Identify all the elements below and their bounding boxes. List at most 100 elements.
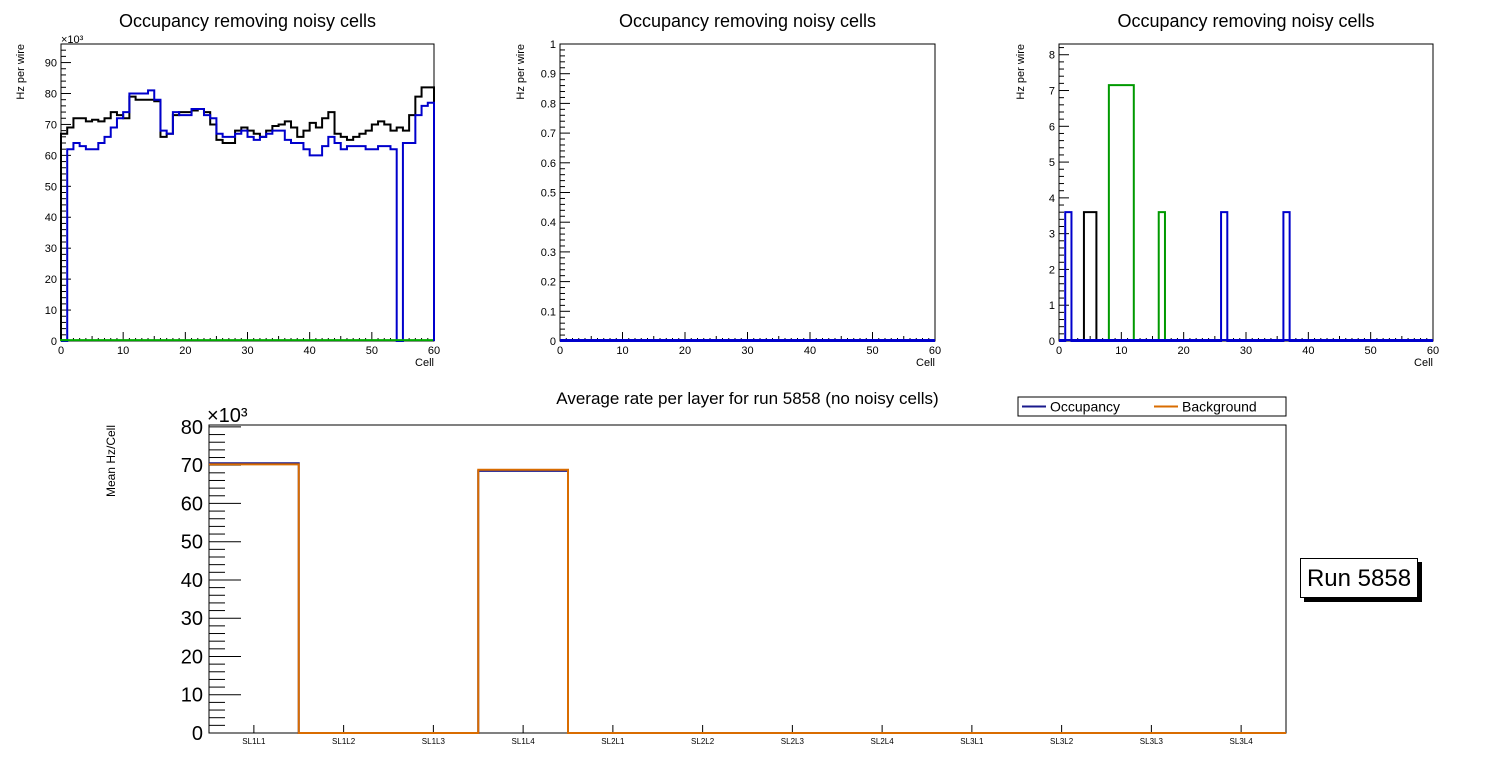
y-tick-label: 5 — [1049, 157, 1055, 169]
x-tick-label: SL3L1 — [960, 737, 984, 746]
x-tick-label: 0 — [557, 345, 563, 357]
y-tick-label: 0.1 — [541, 306, 556, 318]
series-green-line — [1107, 84, 1166, 342]
x-tick-label: 50 — [366, 345, 378, 357]
y-tick-label: 30 — [45, 243, 57, 255]
y-tick-label: 80 — [45, 88, 57, 100]
panel-4: Average rate per layer for run 5858 (no … — [104, 389, 1287, 746]
x-axis-label: Cell — [916, 357, 935, 369]
y-tick-label: 1 — [550, 39, 556, 51]
y-tick-label: 0.5 — [541, 187, 556, 199]
y-axis-label: Hz per wire — [1015, 44, 1027, 100]
plot-frame — [559, 43, 936, 342]
x-tick-label: SL1L2 — [332, 737, 356, 746]
y-tick-label: 10 — [45, 305, 57, 317]
y-tick-label: 1 — [1049, 300, 1055, 312]
y-tick-label: 80 — [181, 417, 203, 439]
panel-3: Occupancy removing noisy cells Hz per wir… — [1015, 11, 1439, 369]
y-tick-label: 3 — [1049, 229, 1055, 241]
y-tick-label: 0.8 — [541, 98, 556, 110]
x-tick-label: 30 — [1240, 345, 1252, 357]
y-tick-label: 50 — [45, 181, 57, 193]
series-blue-line — [1059, 211, 1433, 342]
y-tick-label: 6 — [1049, 121, 1055, 133]
series-occupancy-line — [209, 462, 1286, 734]
x-tick-label: SL2L1 — [601, 737, 625, 746]
y-tick-label: 20 — [181, 646, 203, 668]
x-tick-label: SL1L4 — [512, 737, 536, 746]
x-axis-label: Cell — [415, 357, 434, 369]
y-tick-label: 60 — [181, 493, 203, 515]
x-tick-label: SL2L3 — [781, 737, 805, 746]
series-background-line — [209, 463, 1286, 734]
x-tick-label: 40 — [804, 345, 816, 357]
y-tick-label: 0.6 — [541, 158, 556, 170]
panel-1: Occupancy removing noisy cells Hz per wir… — [15, 11, 440, 369]
x-tick-label: SL3L4 — [1230, 737, 1254, 746]
chart-title: Occupancy removing noisy cells — [1117, 11, 1374, 31]
y-axis-multiplier: ×10³ — [207, 405, 248, 427]
y-axis-label: Mean Hz/Cell — [104, 425, 118, 497]
x-tick-label: 30 — [741, 345, 753, 357]
y-tick-label: 70 — [45, 119, 57, 131]
x-tick-label: 60 — [428, 345, 440, 357]
y-tick-label: 40 — [45, 212, 57, 224]
x-tick-label: 50 — [866, 345, 878, 357]
x-tick-label: 10 — [117, 345, 129, 357]
y-axis-label: Hz per wire — [15, 44, 27, 100]
y-tick-label: 0.4 — [541, 217, 556, 229]
x-tick-label: 50 — [1365, 345, 1377, 357]
run-label-box: Run 5858 — [1300, 558, 1418, 598]
x-axis-label: Cell — [1414, 357, 1433, 369]
x-tick-label: SL2L4 — [871, 737, 895, 746]
x-tick-label: 40 — [1302, 345, 1314, 357]
x-tick-label: 60 — [1427, 345, 1439, 357]
plot-frame — [1058, 43, 1434, 342]
x-tick-label: SL1L3 — [422, 737, 446, 746]
y-tick-label: 50 — [181, 532, 203, 554]
y-tick-label: 0.3 — [541, 247, 556, 259]
y-tick-label: 2 — [1049, 264, 1055, 276]
y-tick-label: 40 — [181, 570, 203, 592]
x-tick-label: 20 — [1178, 345, 1190, 357]
x-tick-label: 10 — [1115, 345, 1127, 357]
x-tick-label: SL3L2 — [1050, 737, 1074, 746]
x-tick-label: 60 — [929, 345, 941, 357]
y-tick-label: 30 — [181, 608, 203, 630]
y-tick-label: 0.2 — [541, 277, 556, 289]
y-tick-label: 0 — [192, 723, 203, 745]
y-tick-label: 60 — [45, 150, 57, 162]
plot-frame — [60, 43, 435, 342]
y-tick-label: 90 — [45, 58, 57, 70]
y-tick-label: 0.7 — [541, 128, 556, 140]
x-tick-label: 0 — [58, 345, 64, 357]
chart-title: Occupancy removing noisy cells — [619, 11, 876, 31]
x-tick-label: SL2L2 — [691, 737, 715, 746]
x-tick-label: 30 — [241, 345, 253, 357]
y-tick-label: 0 — [51, 336, 57, 348]
chart-title: Occupancy removing noisy cells — [119, 11, 376, 31]
x-tick-label: 20 — [679, 345, 691, 357]
y-tick-label: 0 — [550, 336, 556, 348]
y-axis-label: Hz per wire — [515, 44, 527, 100]
legend-box — [1017, 396, 1287, 417]
y-tick-label: 10 — [181, 685, 203, 707]
series-blue-line — [61, 89, 435, 342]
y-tick-label: 0 — [1049, 336, 1055, 348]
x-tick-label: SL3L3 — [1140, 737, 1164, 746]
x-tick-label: 40 — [304, 345, 316, 357]
x-tick-label: 20 — [179, 345, 191, 357]
y-tick-label: 20 — [45, 274, 57, 286]
x-tick-label: 0 — [1056, 345, 1062, 357]
y-tick-label: 8 — [1049, 50, 1055, 62]
legend-label-occupancy: Occupancy — [1050, 399, 1120, 415]
panel-2: Occupancy removing noisy cells Hz per wir… — [515, 11, 941, 369]
y-tick-label: 70 — [181, 455, 203, 477]
y-axis-multiplier: ×10³ — [61, 34, 84, 46]
legend-label-background: Background — [1182, 399, 1257, 415]
legend: Occupancy Background — [1017, 396, 1287, 417]
x-tick-label: 10 — [616, 345, 628, 357]
x-tick-label: SL1L1 — [242, 737, 266, 746]
y-tick-label: 4 — [1049, 193, 1055, 205]
